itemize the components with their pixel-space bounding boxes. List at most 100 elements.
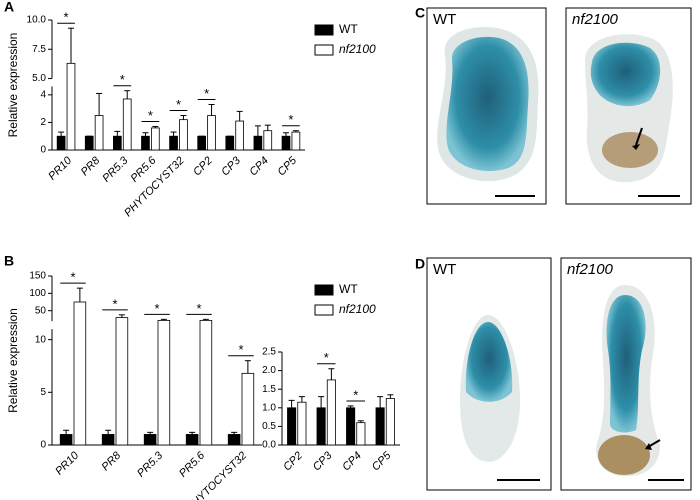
- significance-label: *: [120, 72, 125, 87]
- bar: [241, 372, 255, 446]
- legend-swatch: [314, 304, 334, 316]
- brown-region: [598, 435, 650, 475]
- significance-label: *: [353, 387, 358, 402]
- x-tick-label: PR5.6: [177, 449, 208, 480]
- significance-label: *: [324, 350, 329, 365]
- bar: [346, 407, 356, 446]
- bar: [263, 130, 273, 151]
- bar: [143, 434, 157, 446]
- significance-label: *: [154, 301, 159, 316]
- legend-swatch: [314, 24, 334, 36]
- legend-label: WT: [339, 22, 358, 36]
- bar: [122, 98, 132, 151]
- x-tick-label: PR8: [100, 449, 124, 473]
- bar: [385, 398, 395, 446]
- bar: [179, 119, 188, 151]
- bar: [169, 135, 178, 151]
- y-axis-label: Relative expression: [6, 308, 20, 413]
- bar: [66, 62, 76, 151]
- arrow: [635, 127, 643, 146]
- y-tick-label: 150: [29, 271, 46, 282]
- x-tick-label: CP4: [247, 155, 271, 179]
- bar: [73, 301, 87, 446]
- arrow-head: [632, 144, 640, 150]
- significance-label: *: [112, 296, 117, 311]
- bar: [281, 135, 291, 151]
- significance-label: *: [204, 86, 209, 101]
- y-tick-label: 0.5: [262, 421, 276, 432]
- legend-label: nf2100: [339, 302, 376, 316]
- y-axis-label: Relative expression: [6, 33, 20, 138]
- bar: [225, 135, 235, 151]
- bar: [227, 434, 241, 446]
- bar: [375, 407, 385, 446]
- panel-label: D: [415, 256, 425, 272]
- bar: [291, 131, 301, 151]
- bar: [150, 127, 160, 151]
- y-tick-label: 2: [40, 117, 46, 128]
- x-tick-label: PR10: [46, 154, 75, 183]
- legend-label: WT: [339, 282, 358, 296]
- bar: [56, 135, 66, 151]
- y-tick-label: 1.0: [262, 402, 276, 413]
- y-tick-label: 0: [40, 145, 46, 156]
- y-tick-label: 5.0: [32, 73, 46, 84]
- y-tick-label: 50: [35, 305, 47, 316]
- bar: [185, 434, 199, 446]
- bar: [253, 135, 263, 151]
- bar: [84, 135, 94, 151]
- bar: [157, 319, 171, 446]
- bar: [141, 135, 150, 151]
- y-tick-label: 2.0: [262, 365, 276, 376]
- stain: [590, 42, 661, 107]
- legend-label: nf2100: [339, 42, 376, 56]
- bar: [59, 434, 73, 446]
- x-tick-label: CP5: [370, 449, 394, 473]
- x-tick-label: CP4: [340, 450, 364, 474]
- image-label: nf2100: [567, 261, 614, 278]
- panel-label: C: [415, 5, 425, 21]
- stain: [446, 36, 529, 172]
- y-tick-label: 2.5: [262, 347, 276, 358]
- x-tick-label: PR5.3: [135, 449, 166, 480]
- bar: [113, 135, 122, 151]
- significance-label: *: [288, 112, 293, 127]
- y-tick-label: 4: [40, 89, 46, 100]
- image-label: WT: [433, 11, 456, 28]
- bar: [297, 401, 307, 446]
- stain: [465, 322, 513, 402]
- bar: [326, 379, 336, 446]
- y-tick-label: 5: [40, 387, 46, 398]
- x-tick-label: PR8: [79, 154, 103, 178]
- y-tick-label: 7.5: [32, 44, 46, 55]
- bar: [94, 115, 104, 151]
- y-tick-label: 1.5: [262, 384, 276, 395]
- legend-swatch: [314, 44, 334, 56]
- image-label: WT: [433, 261, 456, 278]
- arrow-head: [645, 443, 652, 450]
- stain: [606, 295, 646, 433]
- significance-label: *: [196, 301, 201, 316]
- image-label: nf2100: [572, 11, 619, 28]
- bar: [197, 135, 207, 151]
- significance-label: *: [148, 108, 153, 123]
- significance-label: *: [70, 270, 75, 285]
- y-tick-label: 0: [40, 440, 46, 451]
- bar: [115, 317, 129, 446]
- bar: [207, 115, 216, 151]
- y-tick-label: 10: [35, 334, 47, 345]
- panel-label: A: [4, 0, 14, 15]
- x-tick-label: CP2: [191, 155, 215, 179]
- bar: [356, 422, 366, 446]
- brown-region: [602, 132, 658, 168]
- y-tick-label: 0.0: [262, 440, 276, 451]
- x-tick-label: PR10: [53, 449, 82, 478]
- x-tick-label: CP2: [281, 450, 305, 474]
- significance-label: *: [64, 10, 69, 25]
- bar: [287, 407, 297, 446]
- significance-label: *: [238, 342, 243, 357]
- x-tick-label: PR5.3: [100, 154, 131, 185]
- bar: [235, 120, 244, 151]
- panel-label: B: [4, 253, 14, 269]
